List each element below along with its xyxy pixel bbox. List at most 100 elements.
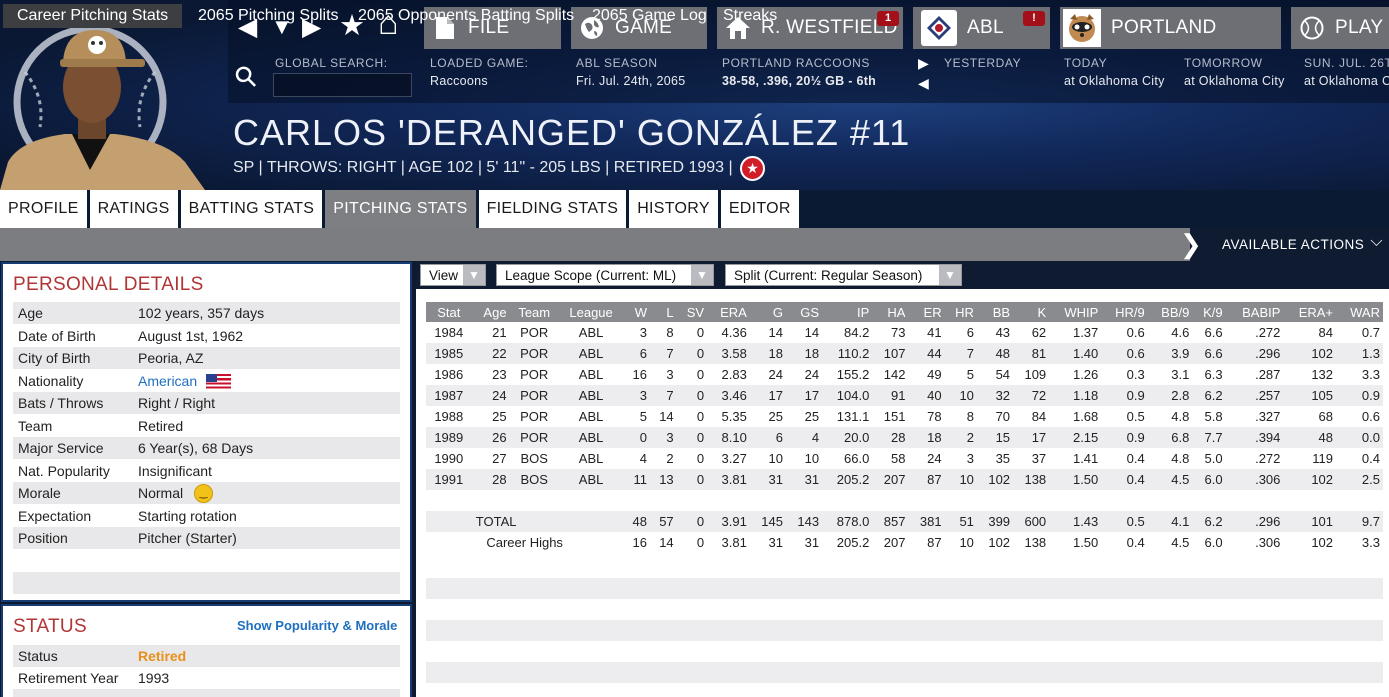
available-actions-button[interactable]: AVAILABLE ACTIONS ⌵ (1190, 228, 1389, 261)
table-cell: 2.15 (1049, 427, 1102, 448)
table-cell: 58 (891, 451, 906, 466)
table-cell: 32 (976, 385, 1014, 406)
today-opponent[interactable]: at Oklahoma City (1064, 74, 1165, 88)
table-cell[interactable]: POR (509, 343, 559, 364)
game-button[interactable]: GAME (571, 7, 707, 49)
column-header[interactable]: L (649, 302, 677, 322)
table-cell (1013, 490, 1049, 511)
back-arrow-icon[interactable]: ◀ (238, 13, 258, 41)
table-cell: 1986 (434, 367, 464, 382)
baseball-icon (1299, 15, 1325, 41)
subtab-game-log[interactable]: 2065 Game Log (592, 7, 707, 24)
league-button[interactable]: ABL ! (913, 7, 1050, 49)
table-cell[interactable]: BOS (509, 469, 559, 490)
table-cell: 3.81 (707, 469, 750, 490)
table-cell (750, 490, 786, 511)
detail-key: Team (18, 417, 53, 434)
table-cell[interactable]: POR (509, 385, 559, 406)
table-cell[interactable]: BOS (520, 451, 548, 466)
view-dropdown[interactable]: View ▼ (420, 264, 486, 286)
column-header[interactable]: Team (509, 302, 559, 322)
play-arrow-icon[interactable]: ▶ (918, 55, 929, 71)
column-header[interactable]: HR (944, 302, 977, 322)
detail-value[interactable]: American (138, 372, 198, 389)
subtab-streaks[interactable]: Streaks (723, 7, 778, 24)
tab-history[interactable]: HISTORY (629, 190, 718, 228)
table-cell[interactable]: POR (520, 409, 549, 424)
column-header[interactable]: G (749, 302, 786, 322)
league-scope-dropdown[interactable]: League Scope (Current: ML) ▼ (496, 264, 714, 286)
detail-value: Pitcher (Starter) (138, 530, 237, 546)
subtab-pitching-splits[interactable]: 2065 Pitching Splits (198, 7, 339, 24)
column-header[interactable]: BABIP (1225, 302, 1284, 322)
home-icon[interactable]: ⌂ (378, 4, 399, 42)
retirement-year-row: Retirement Year 1993 (13, 667, 400, 689)
table-cell (559, 490, 623, 511)
spacer-row (426, 490, 1383, 511)
neutral-face-icon: ‿ (194, 484, 213, 503)
column-header[interactable]: Age (471, 302, 510, 322)
column-header[interactable]: WAR (1336, 302, 1383, 322)
column-header[interactable]: HR/9 (1101, 302, 1148, 322)
column-header[interactable]: K (1013, 302, 1050, 322)
table-cell: ABL (558, 343, 624, 364)
tomorrow-opponent[interactable]: at Oklahoma City (1184, 74, 1285, 88)
tab-profile[interactable]: PROFILE (0, 190, 87, 228)
tab-pitching-stats[interactable]: PITCHING STATS (325, 190, 476, 228)
file-button[interactable]: FILE (424, 7, 561, 49)
table-cell[interactable]: POR (520, 367, 549, 382)
tab-batting-stats[interactable]: BATTING STATS (180, 190, 323, 228)
subtab-opponents-batting-splits[interactable]: 2065 Opponents Batting Splits (358, 7, 575, 24)
available-actions-label: AVAILABLE ACTIONS (1222, 237, 1365, 252)
table-cell: 1.37 (1072, 325, 1099, 340)
column-header[interactable]: ERA+ (1283, 302, 1337, 322)
forward-arrow-icon[interactable]: ▶ (302, 13, 322, 41)
column-header[interactable]: WHIP (1049, 302, 1102, 322)
table-cell: 0.9 (1101, 427, 1148, 448)
play-button[interactable]: PLAY (1291, 7, 1389, 49)
column-header[interactable]: GS (785, 302, 823, 322)
star-icon[interactable]: ★ (339, 10, 365, 42)
table-cell: 78 (927, 409, 942, 424)
column-header[interactable]: BB (976, 302, 1014, 322)
table-cell (945, 490, 977, 511)
manager-button[interactable]: R. WESTFIELD 1 (717, 7, 903, 49)
table-cell: 1.26 (1072, 367, 1099, 382)
tab-fielding-stats[interactable]: FIELDING STATS (478, 190, 627, 228)
history-dropdown-icon[interactable]: ▼ (271, 14, 293, 39)
show-popularity-link[interactable]: Show Popularity & Morale (237, 618, 398, 633)
tab-editor[interactable]: EDITOR (720, 190, 799, 228)
view-dropdown-arrow-icon: ▼ (463, 265, 485, 285)
table-cell[interactable]: POR (520, 325, 549, 340)
rewind-arrow-icon[interactable]: ◀ (918, 75, 929, 91)
table-cell: 1990 (434, 451, 464, 466)
table-cell[interactable]: POR (509, 427, 559, 448)
table-cell: 4.36 (721, 325, 747, 340)
subtab-career-pitching-stats[interactable]: Career Pitching Stats (3, 4, 183, 28)
column-header[interactable]: IP (822, 302, 873, 322)
table-cell: 66.0 (844, 451, 870, 466)
table-cell: ABL (578, 367, 604, 382)
team-button[interactable]: PORTLAND (1060, 7, 1281, 49)
sunday-opponent[interactable]: at Oklahoma C (1304, 74, 1389, 88)
column-header[interactable]: SV (676, 302, 708, 322)
column-header[interactable]: BB/9 (1147, 302, 1193, 322)
global-search-input[interactable] (273, 73, 412, 97)
column-header[interactable]: HA (872, 302, 909, 322)
table-cell: 102 (1283, 469, 1337, 490)
tab-ratings[interactable]: RATINGS (89, 190, 178, 228)
table-cell: 23 (492, 367, 507, 382)
column-header[interactable]: Stat (426, 302, 472, 322)
table-cell: 25 (768, 409, 783, 424)
column-header[interactable]: K/9 (1192, 302, 1226, 322)
table-cell: 102 (1311, 535, 1334, 550)
manager-notification-badge: 1 (877, 11, 899, 26)
column-header[interactable]: ERA (707, 302, 750, 322)
team-name-label: PORTLAND RACCOONS (722, 56, 871, 70)
table-cell: 3.27 (721, 451, 747, 466)
column-header[interactable]: League (558, 302, 624, 322)
split-dropdown[interactable]: Split (Current: Regular Season) ▼ (725, 264, 962, 286)
column-header[interactable]: W (623, 302, 650, 322)
column-header[interactable]: ER (908, 302, 945, 322)
detail-value: Peoria, AZ (138, 350, 204, 366)
